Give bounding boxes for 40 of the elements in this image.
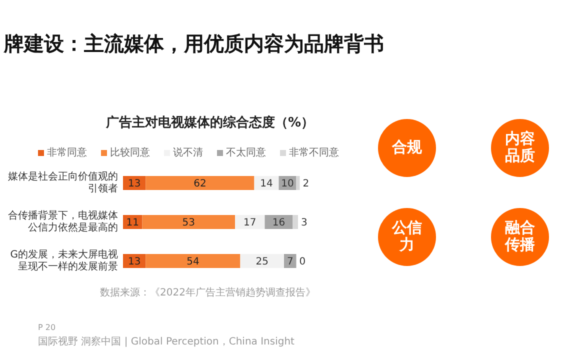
data-label: 25 [256,256,268,268]
y-tick-label: 合传播背景下，电视媒体公信力依然是最高的 [8,210,118,234]
bar [146,254,240,268]
text: 国际视野 洞察中国 | Global Perception，China Insight [38,336,295,348]
data-label: 62 [194,178,206,190]
bar [235,215,265,229]
y-tick-label: 媒体是社会正向价值观的引领者 [8,170,118,195]
data-label: 13 [128,256,141,268]
legend-label: 非常同意 [47,146,87,159]
legend-label: 比较同意 [110,146,150,159]
text: 牌建设：主流媒体，用优质内容为品牌背书 [3,31,384,56]
data-label: 54 [186,256,200,268]
data-label: 16 [272,218,286,229]
bar [142,215,235,229]
data-label: 17 [244,218,256,229]
bar [146,176,254,190]
data-label: 13 [128,178,141,190]
y-tick-label: G的发展，未来大屏电视呈现不一样的发展前景 [10,248,118,273]
source-note: 数据来源：《2022年广告主营销趋势调查报告》 [100,286,316,299]
text: 融合传播 [504,218,536,254]
legend-label: 说不清 [173,146,203,159]
text: 公信力 [391,218,422,254]
data-label: 7 [286,256,294,268]
data-label: 0 [299,256,306,268]
chart-title: 广告主对电视媒体的综合态度（%） [104,114,314,131]
legend-label: 不太同意 [226,146,266,159]
data-label: 10 [281,178,294,190]
text: 内容品质 [505,130,535,165]
data-label: 11 [126,218,139,229]
bar [296,176,300,190]
data-label: 2 [302,178,310,190]
data-label: 3 [301,218,308,229]
bar [240,254,284,268]
data-label: 53 [182,218,195,229]
bar [292,215,298,229]
text: P 20 [38,323,56,332]
text: 合规 [391,138,423,156]
data-label: 14 [260,178,273,190]
bar [284,254,296,268]
legend-label: 非常不同意 [289,146,339,159]
